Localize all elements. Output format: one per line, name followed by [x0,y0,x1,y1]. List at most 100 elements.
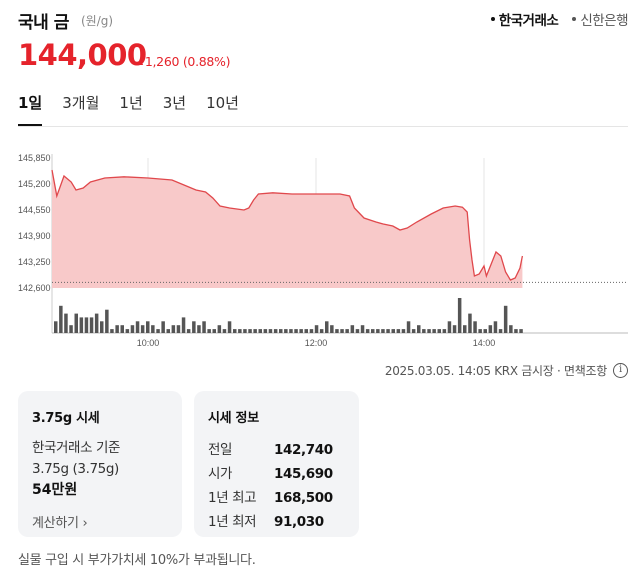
y-tick-label: 145,850 [18,153,51,163]
volume-bar [360,325,365,333]
price-info-card: 시세 정보 전일 142,740 시가 145,690 1년 최고 168,500 1… [194,391,359,537]
volume-bar [273,329,278,333]
info-key: 1년 최고 [208,490,257,506]
price-chart[interactable]: 145,850 145,200 144,550 143,900 143,250 142,6… [0,140,640,350]
volume-bar [340,329,344,333]
volume-bar [156,329,160,333]
source-shinhan-label: 신한은행 [580,13,628,29]
volume-bar [371,329,375,333]
volume-bar [115,325,119,333]
volume-bar [442,329,447,333]
tab-3y[interactable]: 3년 [162,94,187,112]
price-change: ▲ 1,260 (0.88%) [137,54,231,69]
basis-label: 한국거래소 기준 [32,440,121,456]
tab-1d[interactable]: 1일 [18,92,43,126]
volume-bar [309,329,314,333]
info-key: 시가 [208,466,233,482]
volume-bar [59,305,63,333]
volume-bar [89,317,94,333]
volume-bar [386,329,390,333]
volume-bar [217,325,222,333]
info-row-prev: 전일 142,740 [208,438,345,462]
volume-bar [314,325,319,333]
tab-10y[interactable]: 10년 [206,94,239,112]
volume-bar [166,329,170,333]
volume-bar [248,329,252,333]
volume-bar [345,329,349,333]
dot-icon [490,17,495,21]
x-tick-label: 10:00 [137,338,160,348]
volume-bar [125,329,130,333]
volume-bar [74,313,78,333]
weight-label: 3.75g (3.75g) [32,461,119,477]
change-percent: (0.88%) [182,54,231,69]
unit-label: (원/g) [81,14,114,28]
volume-bar [319,329,324,333]
page-title: 국내 금 [18,13,69,33]
volume-bar [130,325,135,333]
tab-3m[interactable]: 3개월 [62,94,100,112]
volume-bar [365,329,370,333]
price-area [52,170,523,288]
info-icon[interactable]: i [613,363,628,378]
change-value: 1,260 [144,54,180,69]
y-tick-label: 142,600 [18,283,51,293]
period-tabs: 1일 3개월 1년 3년 10년 [18,92,259,126]
volume-bar [417,325,421,333]
source-krx[interactable]: 한국거래소 [490,9,559,29]
y-tick-label: 144,550 [18,205,51,215]
volume-bar [64,313,68,333]
source-shinhan[interactable]: 신한은행 [572,9,628,29]
y-tick-label: 143,900 [18,231,51,241]
volume-bar [396,329,401,333]
volume-bar [330,325,334,333]
volume-bar [258,329,262,333]
volume-bar [146,321,150,333]
volume-bar [427,329,431,333]
volume-bar [84,317,89,333]
volume-bar [181,317,186,333]
vat-notice: 실물 구입 시 부가가치세 10%가 부과됩니다. [18,553,256,568]
volume-bar [120,325,124,333]
volume-bar [381,329,385,333]
volume-bar [401,329,406,333]
weight-price-card: 3.75g 시세 한국거래소 기준 3.75g (3.75g) 54만원 계산하… [18,391,182,537]
volume-bar [519,329,523,333]
volume-bar [514,329,518,333]
volume-bar [227,321,232,333]
volume-bar [100,321,104,333]
calculate-link[interactable]: 계산하기 › [32,516,88,531]
volume-bar [406,321,411,333]
dot-icon [572,17,577,21]
volume-bar [437,329,441,333]
tab-divider [18,126,628,127]
volume-bar [503,305,508,333]
info-key: 1년 최저 [208,514,257,530]
volume-bar [202,321,206,333]
volume-bar [151,325,155,333]
y-tick-label: 145,200 [18,179,51,189]
volume-bar [233,329,237,333]
card-title: 3.75g 시세 [32,411,100,426]
volume-bar [493,321,498,333]
volume-bar [473,321,477,333]
volume-bar [468,313,472,333]
volume-bar [238,329,242,333]
x-tick-label: 12:00 [305,338,328,348]
info-value: 91,030 [274,514,324,530]
volume-bar [432,329,436,333]
info-value: 145,690 [274,466,333,482]
up-arrow-icon: ▲ [137,57,143,66]
source-toggle: 한국거래소 신한은행 [490,9,628,29]
volume-bar [304,329,308,333]
volume-bar [54,321,58,333]
volume-bar [284,329,288,333]
volume-bar [279,329,283,333]
volume-bar [161,321,165,333]
volume-bar [243,329,247,333]
volume-bar [192,321,196,333]
card-title: 시세 정보 [208,411,259,426]
tab-1y[interactable]: 1년 [119,94,143,112]
volume-bar [197,325,201,333]
volume-bar [222,329,227,333]
